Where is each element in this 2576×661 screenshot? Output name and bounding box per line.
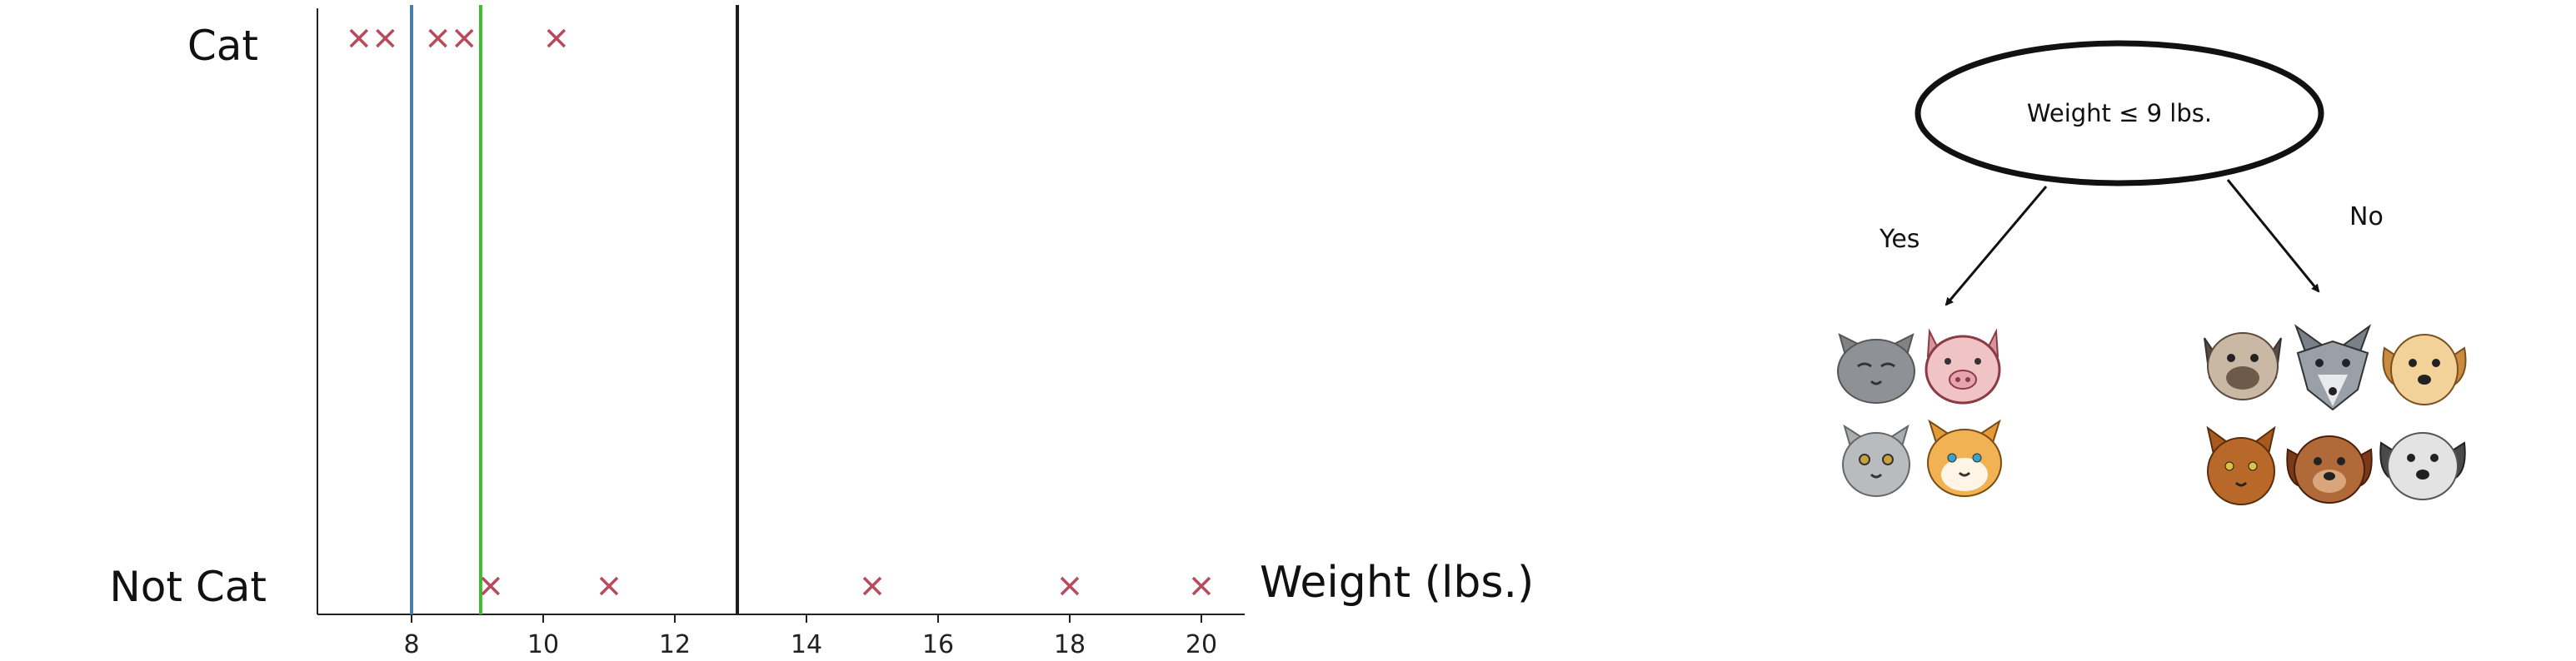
data-markers (349, 28, 1211, 596)
data-point-cat (428, 28, 447, 48)
data-point-not-cat (481, 576, 501, 596)
cat-brown-icon (2206, 425, 2276, 505)
x-tick-label: 12 (659, 630, 691, 659)
yes-branch-label: Yes (1879, 225, 1920, 254)
x-axis-ticks: 8 10 12 14 16 18 20 (403, 614, 1217, 659)
pig-icon (1925, 328, 2001, 405)
cat-gray-small-icon (1842, 424, 1910, 497)
dog-tan-icon (2382, 334, 2467, 405)
decision-node-label: Weight ≤ 9 lbs. (2027, 99, 2212, 127)
dog-brown-icon (2286, 435, 2373, 504)
data-point-not-cat (599, 576, 619, 596)
dog-pug-icon (2204, 332, 2282, 400)
data-point-cat (454, 28, 474, 48)
cat-gray-icon (1837, 333, 1915, 404)
x-axis-label: Weight (lbs.) (1260, 558, 1534, 608)
x-tick-label: 20 (1186, 630, 1217, 659)
y-category-label-not-cat: Not Cat (109, 563, 267, 611)
dog-white-icon (2379, 432, 2466, 500)
decision-node (1915, 40, 2324, 186)
x-tick-label: 14 (791, 630, 822, 659)
x-tick-label: 18 (1054, 630, 1086, 659)
data-point-not-cat (862, 576, 882, 596)
data-point-cat (376, 28, 395, 48)
y-category-label-cat: Cat (187, 22, 258, 70)
cat-orange-icon (1927, 419, 2002, 497)
data-point-not-cat (1060, 576, 1080, 596)
yes-branch-arrow (1944, 186, 2048, 306)
data-point-cat (547, 28, 567, 48)
x-tick-label: 16 (922, 630, 954, 659)
x-tick-label: 8 (403, 630, 419, 659)
no-branch-arrow (2226, 179, 2320, 293)
no-branch-label: No (2349, 202, 2384, 231)
x-tick-label: 10 (527, 630, 559, 659)
decision-tree: Weight ≤ 9 lbs. Yes No (1837, 40, 2467, 505)
data-point-not-cat (1191, 576, 1211, 596)
threshold-lines (410, 5, 740, 614)
data-point-cat (349, 28, 369, 48)
scatter-chart: 8 10 12 14 16 18 20 Cat Not Cat Weight (lbs.) (109, 5, 1534, 659)
wolf-icon (2294, 324, 2372, 411)
